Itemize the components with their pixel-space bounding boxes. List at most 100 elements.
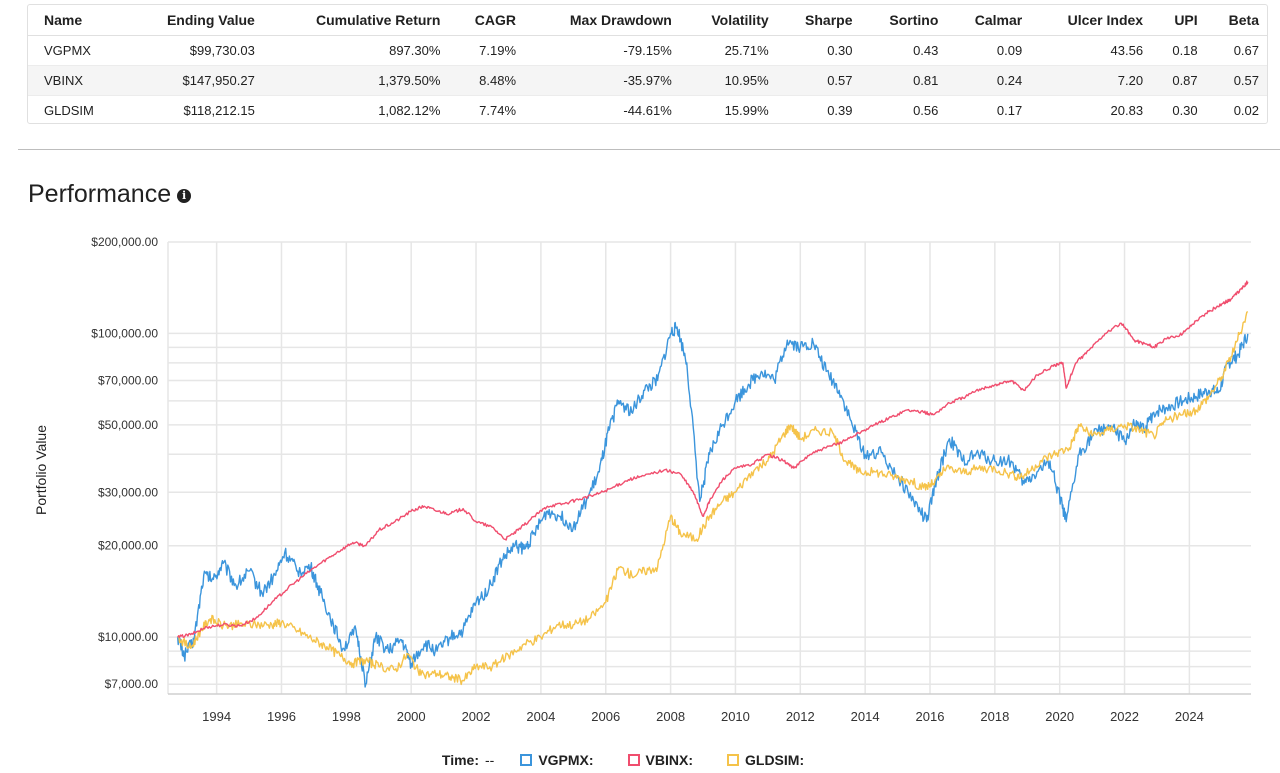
- table-cell: 0.57: [776, 65, 861, 96]
- table-cell: 0.17: [996, 103, 1023, 118]
- table-cell: 15.99%: [724, 103, 769, 118]
- chart-grid: [167, 241, 1251, 695]
- table-cell: 0.18: [1151, 35, 1206, 66]
- y-tick-label: $200,000.00: [91, 235, 158, 249]
- table-cell: VGPMX: [28, 35, 126, 66]
- table-cell: 897.30%: [262, 35, 449, 66]
- legend-time-value: --: [484, 752, 495, 768]
- x-tick-label: 2000: [397, 709, 426, 724]
- table-cell: 0.43: [860, 35, 947, 66]
- col-header-cagr[interactable]: CAGR: [448, 5, 525, 36]
- table-cell: 0.30: [1172, 103, 1198, 118]
- y-tick-label: $20,000.00: [98, 539, 158, 553]
- col-header-volatility[interactable]: Volatility: [679, 5, 777, 36]
- table-cell: 0.57: [1205, 65, 1267, 96]
- x-tick-label: 2008: [656, 709, 685, 724]
- col-header-cumulative-return[interactable]: Cumulative Return: [262, 5, 449, 36]
- y-tick-label: $50,000.00: [98, 418, 158, 432]
- col-header-upi[interactable]: UPI: [1151, 5, 1206, 36]
- table-cell: 0.81: [860, 65, 947, 96]
- table-cell: 0.67: [1205, 35, 1267, 66]
- table-cell: 10.95%: [679, 65, 777, 96]
- x-tick-label: 2022: [1110, 709, 1139, 724]
- legend-swatch-vbinx: [627, 754, 640, 766]
- table-cell: -79.15%: [524, 35, 680, 66]
- y-tick-label: $30,000.00: [98, 485, 158, 499]
- legend-swatch-vgpmx: [520, 754, 533, 766]
- legend-item-vbinx[interactable]: VBINX:: [627, 752, 693, 768]
- stats-table: Name Ending Value Cumulative Return CAGR…: [28, 5, 1267, 125]
- legend-label-gldsim: GLDSIM:: [745, 752, 805, 768]
- chart-legend: Time: -- VGPMX: VBINX: GLDSIM:: [0, 752, 1280, 768]
- x-tick-label: 2014: [851, 709, 880, 724]
- legend-item-gldsim[interactable]: GLDSIM:: [727, 752, 804, 768]
- table-cell: 20.83: [1110, 103, 1144, 118]
- table-cell: 1,082.12%: [378, 103, 441, 118]
- table-row: VGPMX $99,730.03 897.30% 7.19% -79.15% 2…: [28, 35, 1267, 66]
- col-header-ending-value[interactable]: Ending Value: [125, 5, 263, 36]
- table-cell: $147,950.27: [125, 65, 263, 96]
- info-icon[interactable]: i: [177, 188, 192, 203]
- y-axis-label: Portfolio Value: [33, 425, 49, 515]
- table-cell: 0.02: [1233, 103, 1259, 118]
- table-cell: 1,379.50%: [262, 65, 449, 96]
- table-cell: 0.87: [1151, 65, 1206, 96]
- table-cell: 0.39: [827, 103, 853, 118]
- table-row: VBINX $147,950.27 1,379.50% 8.48% -35.97…: [28, 65, 1267, 96]
- x-tick-label: 2012: [786, 709, 815, 724]
- page-title: Performance: [28, 180, 172, 208]
- table-cell: -44.61%: [623, 103, 672, 118]
- legend-item-vgpmx[interactable]: VGPMX:: [520, 752, 594, 768]
- table-cell: 0.56: [913, 103, 939, 118]
- col-header-sortino[interactable]: Sortino: [860, 5, 947, 36]
- table-row: GLDSIM $118,212.15 1,082.12% 7.74% -44.6…: [28, 96, 1267, 126]
- table-cell: 7.19%: [448, 35, 525, 66]
- x-tick-label: 2024: [1175, 709, 1204, 724]
- performance-heading: Performance i: [28, 180, 192, 209]
- y-axis-ticks: $7,000.00 $10,000.00 $20,000.00 $30,000.00 $…: [91, 235, 158, 691]
- table-cell: -35.97%: [524, 65, 680, 96]
- series-line-vbinx[interactable]: [177, 280, 1249, 639]
- y-tick-label: $70,000.00: [98, 373, 158, 387]
- table-cell: VBINX: [28, 65, 126, 96]
- table-cell: 0.30: [776, 35, 861, 66]
- table-cell: $99,730.03: [125, 35, 263, 66]
- table-cell: 25.71%: [679, 35, 777, 66]
- table-cell: 0.24: [946, 65, 1031, 96]
- legend-time: Time: --: [442, 752, 494, 768]
- stats-header-row: Name Ending Value Cumulative Return CAGR…: [28, 5, 1267, 36]
- col-header-calmar[interactable]: Calmar: [946, 5, 1031, 36]
- legend-label-vbinx: VBINX:: [645, 752, 693, 768]
- x-tick-label: 1996: [267, 709, 296, 724]
- table-cell: 8.48%: [448, 65, 525, 96]
- col-header-sharpe[interactable]: Sharpe: [776, 5, 861, 36]
- x-tick-label: 1998: [332, 709, 361, 724]
- col-header-ulcer-index[interactable]: Ulcer Index: [1030, 5, 1152, 36]
- x-tick-label: 2018: [980, 709, 1009, 724]
- section-divider: [18, 149, 1280, 150]
- x-tick-label: 1994: [202, 709, 231, 724]
- performance-chart[interactable]: $7,000.00 $10,000.00 $20,000.00 $30,000.00 $…: [0, 225, 1280, 745]
- table-cell: 0.09: [946, 35, 1031, 66]
- x-tick-label: 2016: [916, 709, 945, 724]
- x-tick-label: 2020: [1045, 709, 1074, 724]
- col-header-max-drawdown[interactable]: Max Drawdown: [524, 5, 680, 36]
- y-tick-label: $7,000.00: [105, 677, 159, 691]
- table-cell: GLDSIM: [44, 103, 94, 118]
- table-cell: 7.20: [1030, 65, 1152, 96]
- x-tick-label: 2006: [591, 709, 620, 724]
- x-axis-ticks: 1994 1996 1998 2000 2002 2004 2006 2008 2010 2012…: [202, 709, 1204, 724]
- col-header-beta[interactable]: Beta: [1205, 5, 1267, 36]
- x-tick-label: 2010: [721, 709, 750, 724]
- chart-series: [177, 280, 1249, 688]
- legend-swatch-gldsim: [727, 754, 739, 766]
- x-tick-label: 2002: [462, 709, 491, 724]
- legend-label-vgpmx: VGPMX:: [538, 752, 594, 768]
- col-header-name[interactable]: Name: [28, 5, 126, 36]
- series-line-gldsim[interactable]: [177, 310, 1249, 686]
- legend-time-label: Time:: [441, 752, 479, 768]
- table-cell: 7.74%: [479, 103, 517, 118]
- y-tick-label: $10,000.00: [98, 630, 158, 644]
- y-tick-label: $100,000.00: [91, 326, 158, 340]
- series-line-vgpmx[interactable]: [177, 321, 1249, 688]
